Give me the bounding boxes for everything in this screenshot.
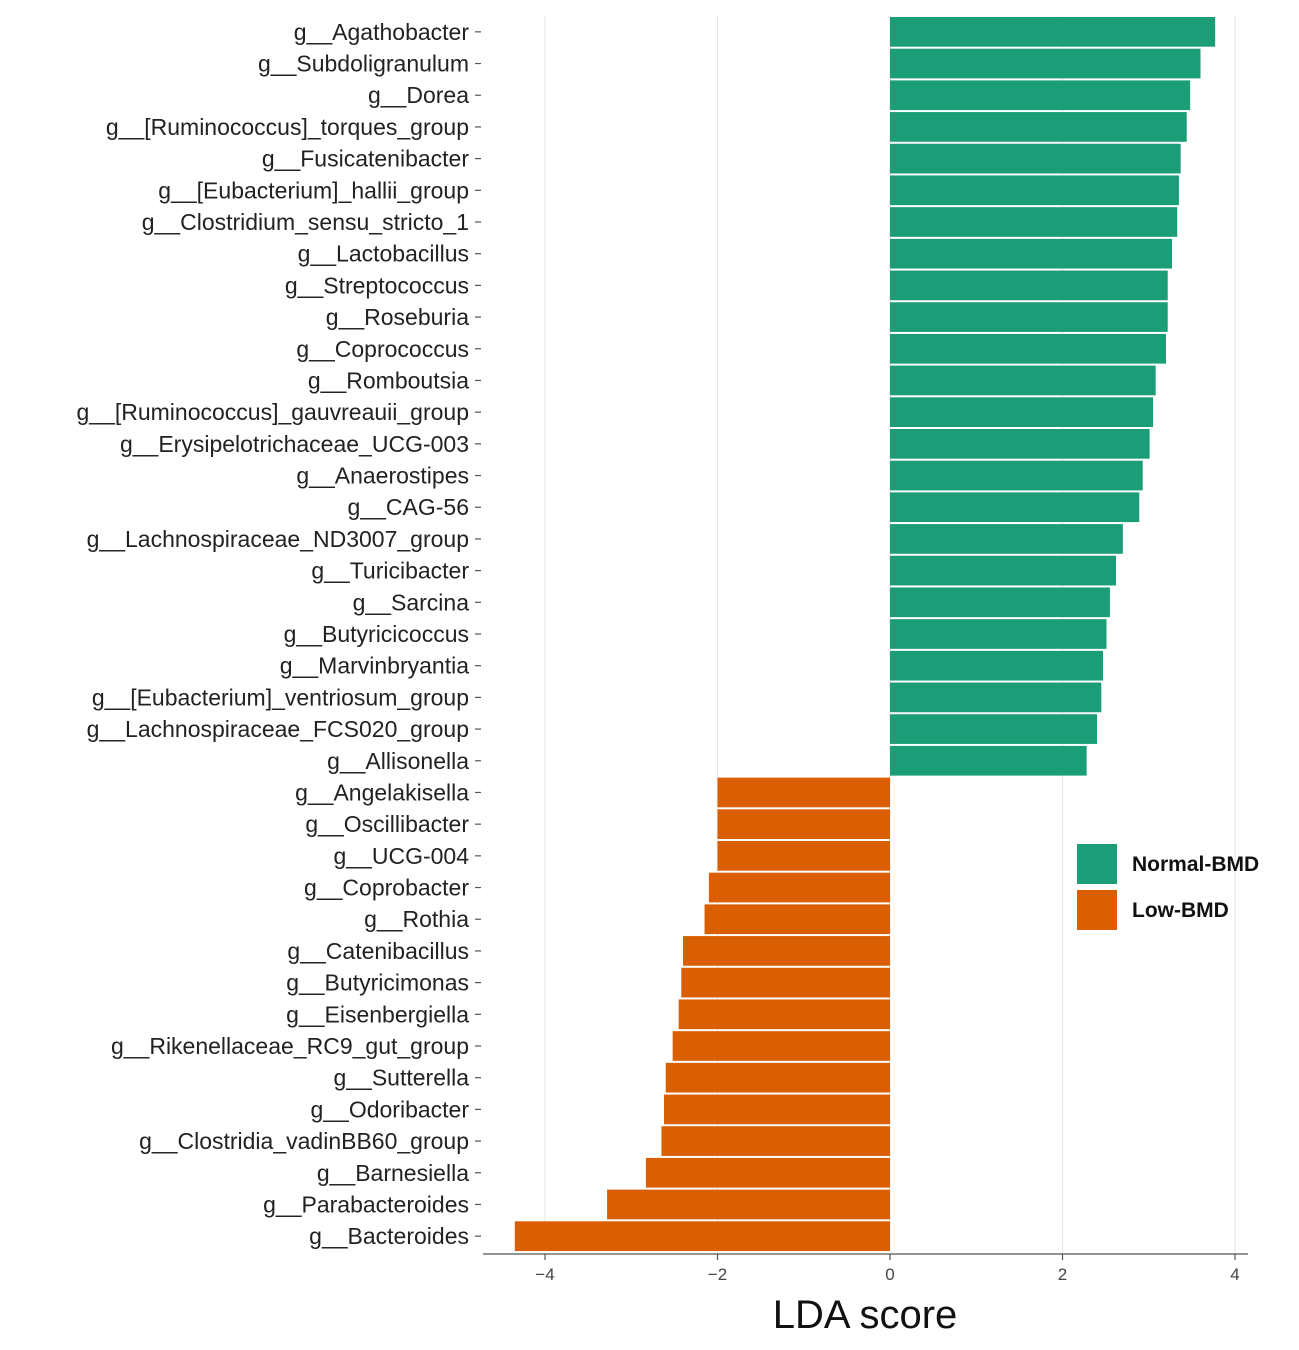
- x-axis: −4 −2 0 2 4: [483, 1253, 1248, 1284]
- bar-g-anaerostipes: [890, 460, 1143, 491]
- y-tick-label: g__Lactobacillus: [298, 241, 469, 267]
- y-tick-label: g__Eisenbergiella: [286, 1001, 469, 1027]
- y-tick-label: g__Barnesiella: [317, 1160, 469, 1186]
- x-tick-label: 2: [1058, 1265, 1067, 1284]
- y-tick-label: g__Marvinbryantia: [280, 653, 469, 679]
- bar-g-marvinbryantia: [890, 650, 1104, 681]
- bar-g-odoribacter: [664, 1094, 890, 1125]
- y-tick-label: g__[Ruminococcus]_gauvreauii_group: [76, 399, 469, 425]
- legend-swatch-normal-bmd: [1077, 844, 1117, 884]
- y-tick-label: g__UCG-004: [333, 843, 469, 869]
- bar-g-butyricicoccus: [890, 619, 1107, 649]
- y-tick-label: g__Lachnospiraceae_FCS020_group: [87, 716, 469, 742]
- y-tick-label: g__Clostridia_vadinBB60_group: [139, 1128, 469, 1154]
- y-axis-labels: g__Agathobacter g__Subdoligranulum g__Dore…: [76, 19, 481, 1249]
- y-tick-label: g__Dorea: [368, 82, 469, 108]
- bar-g-oscillibacter: [717, 809, 890, 839]
- y-tick-label: g__[Eubacterium]_ventriosum_group: [92, 684, 469, 710]
- y-tick-label: g__Rikenellaceae_RC9_gut_group: [111, 1033, 469, 1059]
- x-tick-label: −2: [708, 1265, 727, 1284]
- bar-g-turicibacter: [890, 555, 1116, 586]
- y-tick-label: g__Erysipelotrichaceae_UCG-003: [120, 431, 469, 457]
- bar-g-rikenellaceae-rc9-gut-group: [672, 1031, 890, 1061]
- y-tick-label: g__Butyricicoccus: [284, 621, 469, 647]
- bar-g-catenibacillus: [683, 936, 890, 966]
- bar-g-rothia: [704, 904, 890, 935]
- legend-label-normal-bmd: Normal-BMD: [1132, 853, 1259, 876]
- bars: [514, 17, 1216, 1251]
- bar-g-butyricimonas: [681, 967, 890, 998]
- bar-g-clostridium-sensu-stricto-1: [890, 207, 1178, 237]
- legend: Normal-BMD Low-BMD: [1077, 844, 1259, 930]
- y-tick-label: g__Rothia: [364, 906, 469, 932]
- x-tick-label: 0: [885, 1265, 894, 1284]
- bar-g-eisenbergiella: [678, 999, 890, 1030]
- y-tick-label: g__Angelakisella: [295, 779, 469, 805]
- y-tick-label: g__Catenibacillus: [287, 938, 469, 964]
- y-tick-label: g__Streptococcus: [285, 272, 469, 298]
- bar-g-eubacterium-hallii-group: [890, 175, 1179, 206]
- x-tick-label: −4: [535, 1265, 554, 1284]
- bar-g-streptococcus: [890, 270, 1168, 301]
- bar-g-roseburia: [890, 302, 1168, 332]
- y-tick-label: g__Sarcina: [353, 589, 470, 615]
- bar-g-erysipelotrichaceae-ucg-003: [890, 429, 1150, 459]
- bar-g-bacteroides: [514, 1221, 890, 1251]
- bar-g-angelakisella: [717, 777, 890, 808]
- y-tick-label: g__Subdoligranulum: [258, 51, 469, 77]
- y-tick-label: g__Coprococcus: [296, 336, 469, 362]
- bar-g-subdoligranulum: [890, 48, 1201, 79]
- y-tick-label: g__Romboutsia: [308, 367, 469, 393]
- y-tick-label: g__Allisonella: [327, 748, 469, 774]
- bar-g-ruminococcus-gauvreauii-group: [890, 397, 1154, 427]
- bar-g-fusicatenibacter: [890, 143, 1181, 174]
- y-tick-label: g__Coprobacter: [304, 875, 469, 901]
- legend-label-low-bmd: Low-BMD: [1132, 899, 1229, 922]
- bar-g-eubacterium-ventriosum-group: [890, 682, 1102, 713]
- bar-g-dorea: [890, 80, 1191, 111]
- x-axis-title: LDA score: [773, 1293, 958, 1337]
- bar-g-coprobacter: [708, 872, 890, 903]
- bar-g-lactobacillus: [890, 238, 1173, 269]
- bar-g-ruminococcus-torques-group: [890, 112, 1187, 142]
- bar-g-lachnospiraceae-fcs020-group: [890, 714, 1097, 744]
- y-tick-label: g__Butyricimonas: [286, 970, 469, 996]
- y-tick-label: g__Agathobacter: [294, 19, 470, 45]
- y-tick-label: g__Roseburia: [326, 304, 469, 330]
- x-tick-label: 4: [1230, 1265, 1239, 1284]
- y-tick-label: g__[Eubacterium]_hallii_group: [158, 177, 469, 203]
- bar-g-sutterella: [665, 1062, 890, 1093]
- bar-g-barnesiella: [645, 1157, 890, 1188]
- bar-g-agathobacter: [890, 17, 1216, 47]
- y-tick-label: g__Clostridium_sensu_stricto_1: [142, 209, 469, 235]
- y-tick-label: g__Lachnospiraceae_ND3007_group: [87, 526, 469, 552]
- bar-g-ucg-004: [717, 841, 890, 871]
- bar-g-parabacteroides: [607, 1189, 890, 1220]
- y-tick-label: g__Parabacteroides: [263, 1191, 469, 1217]
- y-tick-label: g__Sutterella: [333, 1065, 469, 1091]
- bar-g-cag-56: [890, 492, 1140, 523]
- y-tick-label: g__Oscillibacter: [305, 811, 469, 837]
- bar-g-romboutsia: [890, 365, 1156, 396]
- bar-g-coprococcus: [890, 333, 1166, 364]
- y-tick-label: g__CAG-56: [348, 494, 469, 520]
- y-tick-label: g__Turicibacter: [311, 558, 469, 584]
- y-tick-label: g__Fusicatenibacter: [262, 146, 469, 172]
- bar-g-allisonella: [890, 745, 1087, 776]
- y-tick-label: g__Anaerostipes: [296, 463, 469, 489]
- bar-g-clostridia-vadinbb60-group: [661, 1126, 890, 1156]
- bar-g-sarcina: [890, 587, 1110, 618]
- y-tick-label: g__Bacteroides: [309, 1223, 469, 1249]
- y-tick-label: g__Odoribacter: [310, 1096, 469, 1122]
- legend-swatch-low-bmd: [1077, 890, 1117, 930]
- y-tick-label: g__[Ruminococcus]_torques_group: [106, 114, 469, 140]
- bar-g-lachnospiraceae-nd3007-group: [890, 524, 1123, 554]
